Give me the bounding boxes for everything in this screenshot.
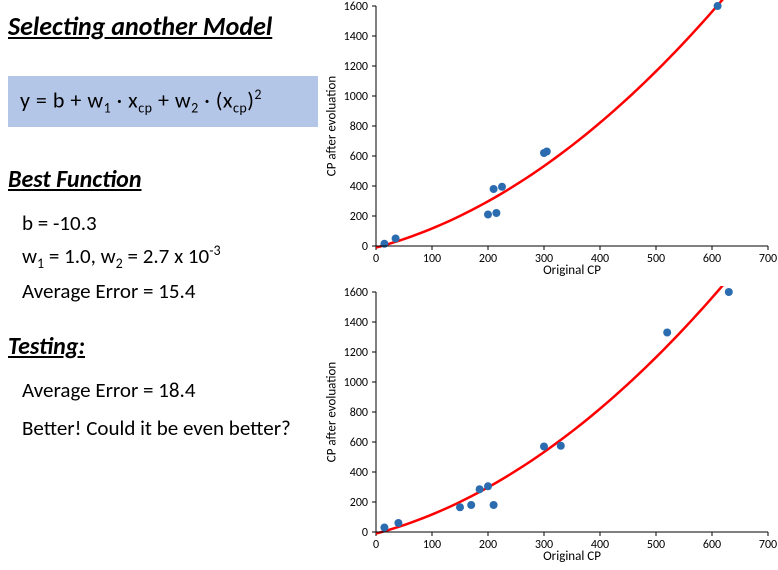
y-tick-label: 1600	[344, 0, 368, 14]
y-tick-label: 800	[350, 120, 368, 134]
y-tick-label: 1000	[344, 376, 368, 390]
x-tick-label: 200	[479, 252, 497, 266]
data-point	[725, 288, 733, 296]
y-tick-label: 400	[350, 180, 368, 194]
y-tick-label: 400	[350, 466, 368, 480]
testing-block: Testing: Average Error = 18.4 Better! Co…	[8, 332, 318, 441]
x-tick-label: 100	[423, 538, 441, 552]
x-tick-label: 700	[759, 538, 777, 552]
y-tick-label: 1600	[344, 286, 368, 300]
y-tick-label: 800	[350, 406, 368, 420]
data-point	[380, 524, 388, 532]
y-tick-label: 1200	[344, 60, 368, 74]
data-point	[392, 235, 400, 243]
model-formula: y = b + w1 · xcp + w2 · (xcp)2	[8, 76, 318, 127]
y-tick-label: 200	[350, 210, 368, 224]
y-tick-label: 1400	[344, 30, 368, 44]
data-point	[490, 185, 498, 193]
data-point	[543, 148, 551, 156]
chart-test: 0100200300400500600700020040060080010001…	[320, 286, 778, 564]
x-tick-label: 0	[373, 252, 379, 266]
x-axis-label: Original CP	[543, 549, 601, 564]
y-axis-label: CP after evoluation	[325, 342, 340, 482]
chart-svg: 0100200300400500600700020040060080010001…	[320, 286, 778, 564]
data-point	[380, 240, 388, 248]
x-axis-label: Original CP	[543, 263, 601, 278]
data-point	[557, 442, 565, 450]
param-w: w1 = 1.0, w2 = 2.7 x 10-3	[22, 242, 318, 272]
test-error: Average Error = 18.4	[22, 377, 318, 403]
data-point	[467, 501, 475, 509]
y-tick-label: 600	[350, 436, 368, 450]
x-tick-label: 0	[373, 538, 379, 552]
data-point	[663, 329, 671, 337]
x-tick-label: 500	[647, 538, 665, 552]
chart-svg: 0100200300400500600700020040060080010001…	[320, 0, 778, 278]
data-point	[492, 209, 500, 217]
data-point	[540, 443, 548, 451]
page-title: Selecting another Model	[8, 10, 318, 42]
param-b: b = -10.3	[22, 210, 318, 236]
x-tick-label: 500	[647, 252, 665, 266]
y-tick-label: 0	[362, 240, 368, 254]
data-point	[476, 485, 484, 493]
x-tick-label: 600	[703, 252, 721, 266]
x-tick-label: 200	[479, 538, 497, 552]
x-tick-label: 600	[703, 538, 721, 552]
y-tick-label: 200	[350, 496, 368, 510]
y-tick-label: 600	[350, 150, 368, 164]
data-point	[484, 482, 492, 490]
testing-heading: Testing:	[8, 332, 318, 361]
data-point	[490, 501, 498, 509]
data-point	[394, 519, 402, 527]
y-tick-label: 0	[362, 526, 368, 540]
chart-train: 0100200300400500600700020040060080010001…	[320, 0, 778, 278]
x-tick-label: 100	[423, 252, 441, 266]
data-point	[484, 211, 492, 219]
y-tick-label: 1200	[344, 346, 368, 360]
y-tick-label: 1000	[344, 90, 368, 104]
data-point	[714, 2, 722, 10]
testing-comment: Better! Could it be even better?	[22, 415, 318, 441]
left-column: Selecting another Model y = b + w1 · xcp…	[8, 10, 318, 441]
data-point	[498, 183, 506, 191]
best-function-heading: Best Function	[8, 165, 318, 194]
x-tick-label: 700	[759, 252, 777, 266]
charts-area: 0100200300400500600700020040060080010001…	[320, 0, 778, 570]
y-tick-label: 1400	[344, 316, 368, 330]
y-axis-label: CP after evoluation	[325, 56, 340, 196]
data-point	[456, 503, 464, 511]
train-error: Average Error = 15.4	[22, 278, 318, 304]
